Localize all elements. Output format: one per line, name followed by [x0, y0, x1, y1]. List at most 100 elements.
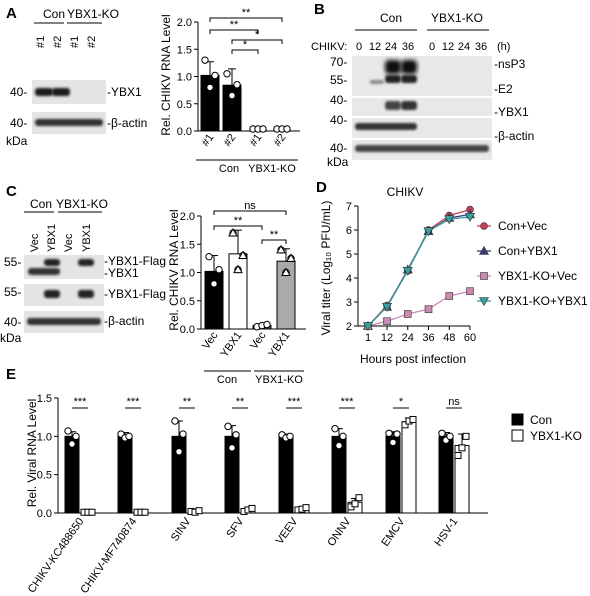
blot-c-group-con: Con [30, 197, 52, 211]
blot-a-band-label-actin: -β-actin [107, 116, 147, 130]
y-tick-label: 0.5 [177, 99, 192, 111]
blot-b-strip-e2 [352, 98, 492, 116]
legend-label: Con [530, 413, 552, 427]
blot-b-band [401, 75, 417, 83]
y-tick-label: 0.0 [180, 324, 195, 336]
y-tick-label: 2.0 [177, 17, 192, 29]
blot-c-band [78, 290, 94, 298]
chart-c-group-con: Con [217, 374, 237, 386]
blot-c-band [44, 259, 60, 266]
y-tick-label: 1.5 [180, 239, 195, 251]
series-line [367, 216, 471, 327]
bar-ko [401, 421, 417, 514]
sig-label: ** [270, 229, 279, 241]
sig-label: *** [74, 396, 88, 408]
data-point [171, 417, 179, 425]
blot-c-band [27, 318, 101, 325]
blot-a: Con YBX1-KO #1 #2 #1 #2 40- 40- -YBX1 -β… [6, 7, 147, 148]
chart-a-ylabel: Rel. CHIKV RNA Level [159, 14, 173, 135]
blot-b-mw-2: 55- [330, 73, 347, 87]
data-point-triangle [281, 267, 291, 276]
y-tick-label: 0.0 [37, 508, 52, 520]
legend-label: YBX1-KO [530, 429, 582, 443]
y-tick-label: 1.5 [37, 393, 52, 405]
chart-e: Rel. Viral RNA Level 0.00.51.01.5 ***CHIK… [25, 393, 582, 596]
blot-b-mw-1: 70- [330, 55, 347, 69]
x-tick-label: #1 [248, 132, 265, 149]
data-point [445, 292, 454, 300]
sig-label: *** [127, 396, 141, 408]
blot-c: Con YBX1-KO Vec YBX1 Vec YBX1 55- 55- 40… [0, 197, 166, 345]
blot-b-band [370, 80, 384, 84]
legend-marker [480, 272, 488, 280]
data-point [351, 500, 359, 508]
data-point [201, 56, 209, 64]
legend-marker [478, 297, 490, 307]
sig-label: ** [234, 215, 243, 227]
x-tick-label: 60 [464, 332, 476, 344]
blot-a-band [52, 88, 70, 96]
blot-a-kda: kDa [6, 134, 28, 148]
sig-label: ns [448, 396, 460, 408]
blot-b-band [385, 60, 401, 74]
sig-label: * [243, 39, 248, 51]
y-tick-label: 2 [346, 321, 352, 333]
chart-a: Rel. CHIKV RNA Level Con YBX1-KO 0.0 0.5 1… [159, 7, 300, 175]
sig-label: *** [288, 396, 302, 408]
data-point [224, 422, 232, 431]
blot-b-mw-5: 40- [330, 141, 347, 155]
x-tick-label: Vec [248, 329, 269, 351]
x-tick-label: CHIKV-KC488650 [26, 516, 87, 596]
data-point [458, 444, 466, 452]
data-point [210, 280, 218, 288]
data-point [454, 452, 462, 459]
blot-a-lane-1: #1 [35, 36, 47, 48]
blot-c-kda: kDa [0, 331, 22, 345]
blot-c-band [44, 290, 60, 298]
sig-label: *** [341, 396, 355, 408]
data-point [409, 415, 417, 423]
blot-c-strip-1 [24, 255, 104, 279]
panel-label-d: D [316, 179, 327, 196]
data-point [125, 432, 133, 441]
y-tick-label: 1.5 [177, 44, 192, 56]
legend-marker [478, 245, 490, 255]
bar-con [117, 435, 133, 514]
x-tick-label: #1 [200, 132, 217, 149]
legend-marker [480, 222, 488, 230]
x-tick-label: Vec [200, 329, 221, 351]
blot-a-mw-1: 40- [10, 85, 27, 99]
chart-c-ylabel: Rel. CHIKV RNA Level [167, 209, 181, 330]
blot-b-timepoint: 0 [356, 41, 362, 53]
x-tick-label: 1 [365, 332, 371, 344]
data-point [179, 430, 187, 438]
blot-b-timepoint: 24 [458, 41, 470, 53]
blot-c-mw-2: 55- [4, 285, 21, 299]
x-tick-label: HSV-1 [432, 516, 460, 549]
blot-b-group-con: Con [380, 11, 402, 25]
data-point [362, 322, 374, 332]
data-point [464, 213, 476, 222]
data-point [223, 70, 231, 78]
sig-label: * [399, 396, 404, 408]
data-point [64, 427, 72, 435]
blot-a-group-ko: YBX1-KO [67, 7, 119, 21]
blot-b-group-ko: YBX1-KO [431, 11, 483, 25]
x-tick-label: VEEV [274, 515, 301, 546]
data-point [72, 432, 80, 441]
x-tick-label: #2 [222, 132, 239, 149]
blot-b-band [401, 60, 417, 74]
data-point [228, 91, 236, 100]
y-tick-label: 0.5 [180, 296, 195, 308]
panel-label-a: A [6, 5, 17, 22]
blot-c-band [28, 268, 60, 275]
y-tick-label: 6 [346, 225, 352, 237]
data-point [68, 440, 76, 448]
blot-b-band-label-ybx1: -YBX1 [494, 105, 529, 119]
data-point [141, 508, 149, 516]
blot-b-band-label-actin: -β-actin [494, 129, 534, 143]
sig-bracket [261, 239, 287, 244]
blot-b-band [355, 145, 489, 152]
data-point [215, 265, 223, 274]
panel-label-e: E [6, 366, 16, 383]
